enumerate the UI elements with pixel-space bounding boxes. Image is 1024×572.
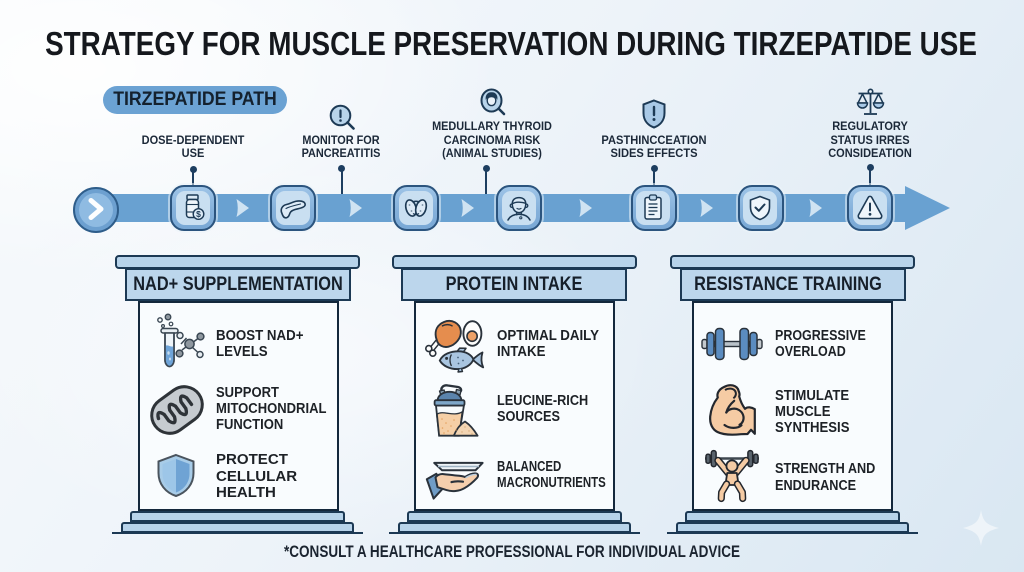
- svg-text:$: $: [196, 209, 201, 219]
